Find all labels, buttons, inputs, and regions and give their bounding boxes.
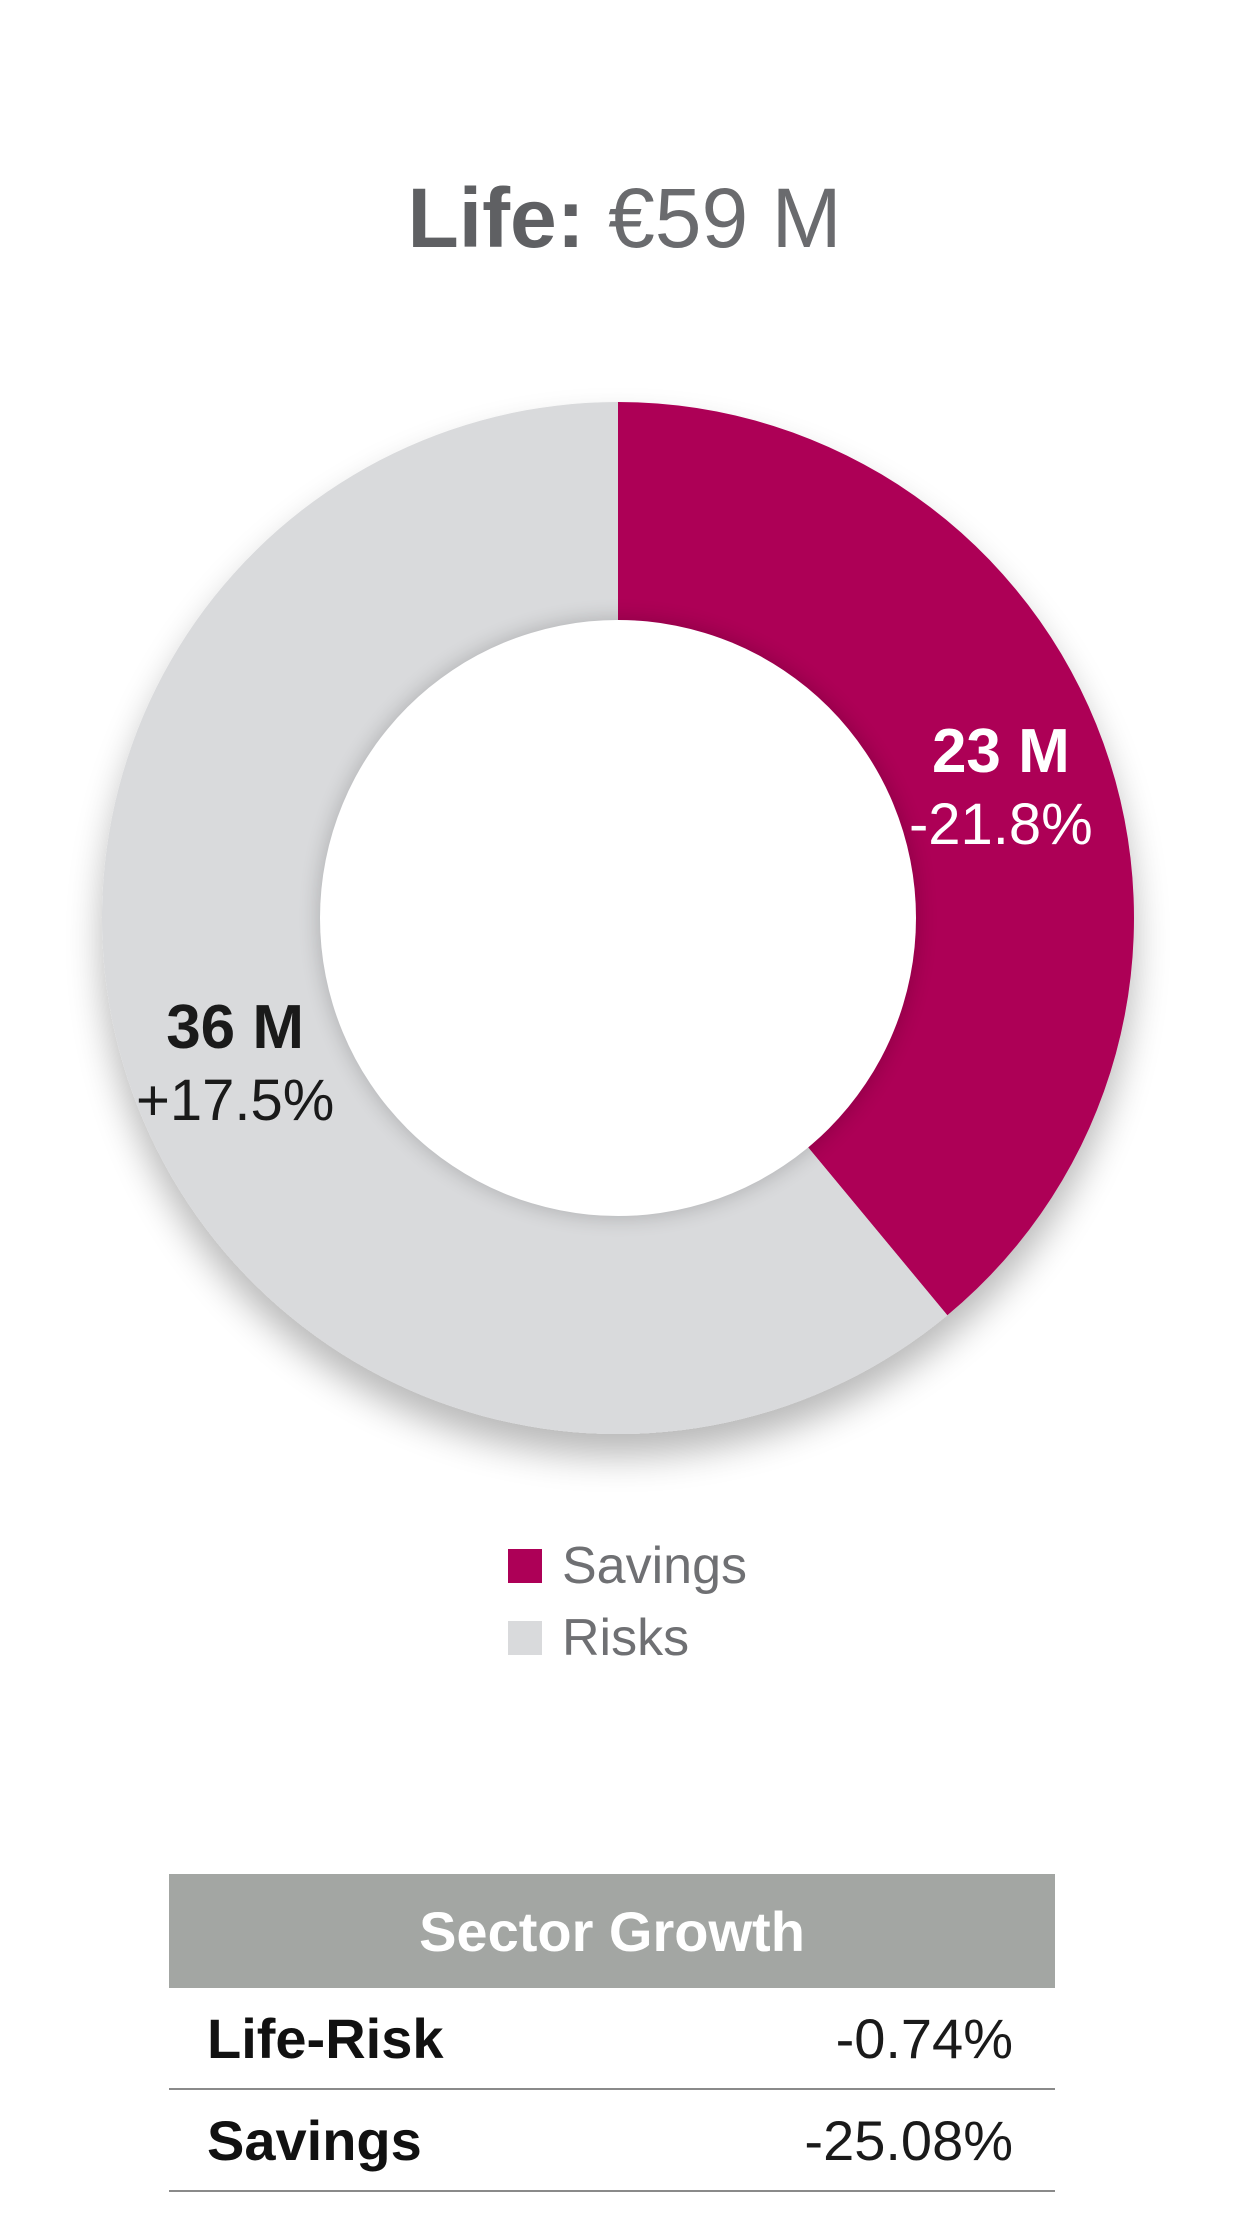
row-name-life-risk: Life-Risk — [207, 2006, 444, 2070]
legend-label-risks: Risks — [562, 1609, 690, 1667]
legend: Savings Risks — [508, 1530, 747, 1674]
slice-change-label-savings: -21.8% — [909, 792, 1093, 857]
slice-value-label-risks: 36 M — [166, 993, 304, 1062]
chart-title: Life: €59 M — [0, 168, 1249, 268]
slice-value-label-savings: 23 M — [932, 717, 1070, 786]
table-row: Life-Risk -0.74% — [169, 1988, 1055, 2090]
row-value-savings: -25.08% — [804, 2108, 1013, 2172]
sector-growth-table: Sector Growth Life-Risk -0.74% Savings -… — [169, 1874, 1055, 2192]
title-label: Life: — [407, 171, 585, 265]
title-value: €59 M — [608, 171, 842, 265]
donut-chart: 23 M-21.8% 36 M+17.5% — [101, 402, 1134, 1434]
table-header: Sector Growth — [169, 1874, 1055, 1988]
legend-label-savings: Savings — [562, 1537, 747, 1595]
slice-change-label-risks: +17.5% — [136, 1068, 334, 1133]
legend-item-savings: Savings — [508, 1530, 747, 1602]
legend-item-risks: Risks — [508, 1602, 747, 1674]
table-row: Savings -25.08% — [169, 2090, 1055, 2192]
row-value-life-risk: -0.74% — [835, 2006, 1013, 2070]
row-name-savings: Savings — [207, 2108, 422, 2172]
legend-swatch-savings — [508, 1549, 542, 1583]
legend-swatch-risks — [508, 1621, 542, 1655]
